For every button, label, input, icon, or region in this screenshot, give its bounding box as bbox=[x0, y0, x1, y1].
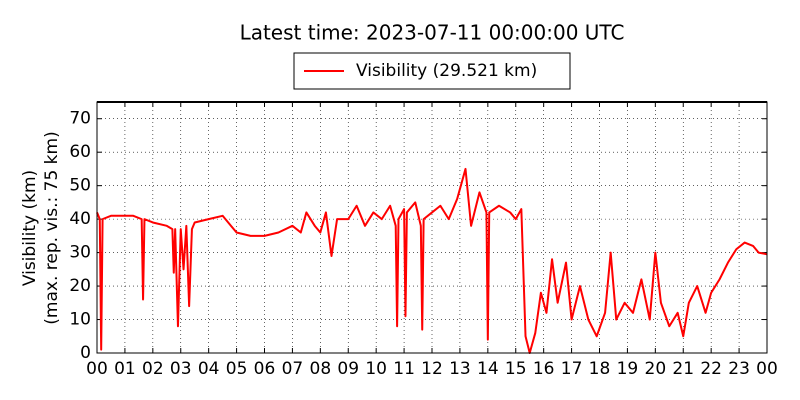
x-tick-label: 06 bbox=[254, 359, 276, 379]
y-axis-label: Visibility (km) bbox=[20, 170, 40, 286]
x-tick-label: 13 bbox=[449, 359, 471, 379]
x-tick-label: 02 bbox=[142, 359, 164, 379]
x-tick-label: 12 bbox=[421, 359, 443, 379]
data-line bbox=[96, 167, 768, 354]
x-tick-label: 04 bbox=[198, 359, 220, 379]
x-tick-label: 16 bbox=[533, 359, 555, 379]
x-tick-label: 19 bbox=[617, 359, 639, 379]
x-tick-label: 11 bbox=[393, 359, 415, 379]
y-tick-label: 30 bbox=[69, 243, 91, 263]
x-tick-label: 20 bbox=[645, 359, 667, 379]
x-tick-label: 00 bbox=[756, 359, 778, 379]
legend-label: Visibility (29.521 km) bbox=[356, 61, 537, 81]
x-tick-label: 07 bbox=[282, 359, 304, 379]
x-tick-label: 08 bbox=[310, 359, 332, 379]
y-tick-label: 50 bbox=[69, 176, 91, 196]
x-tick-label: 14 bbox=[477, 359, 499, 379]
x-tick-label: 05 bbox=[226, 359, 248, 379]
x-tick-label: 22 bbox=[700, 359, 722, 379]
y-tick-label: 70 bbox=[69, 109, 91, 129]
x-tick-label: 03 bbox=[170, 359, 192, 379]
y-tick-label: 60 bbox=[69, 142, 91, 162]
x-tick-label: 10 bbox=[365, 359, 387, 379]
x-tick-label: 15 bbox=[505, 359, 527, 379]
x-tick-label: 00 bbox=[86, 359, 108, 379]
x-tick-label: 23 bbox=[728, 359, 750, 379]
y-tick-label: 10 bbox=[69, 310, 91, 330]
y-axis-label: (max. rep. vis.: 75 km) bbox=[42, 131, 62, 324]
chart-title: Latest time: 2023-07-11 00:00:00 UTC bbox=[240, 21, 625, 45]
x-tick-label: 17 bbox=[561, 359, 583, 379]
y-tick-label: 0 bbox=[80, 343, 91, 363]
plot-frame bbox=[96, 101, 768, 354]
y-tick-label: 40 bbox=[69, 209, 91, 229]
y-tick-label: 20 bbox=[69, 276, 91, 296]
x-tick-label: 01 bbox=[114, 359, 136, 379]
x-tick-label: 09 bbox=[337, 359, 359, 379]
x-tick-label: 18 bbox=[589, 359, 611, 379]
x-tick-label: 21 bbox=[672, 359, 694, 379]
